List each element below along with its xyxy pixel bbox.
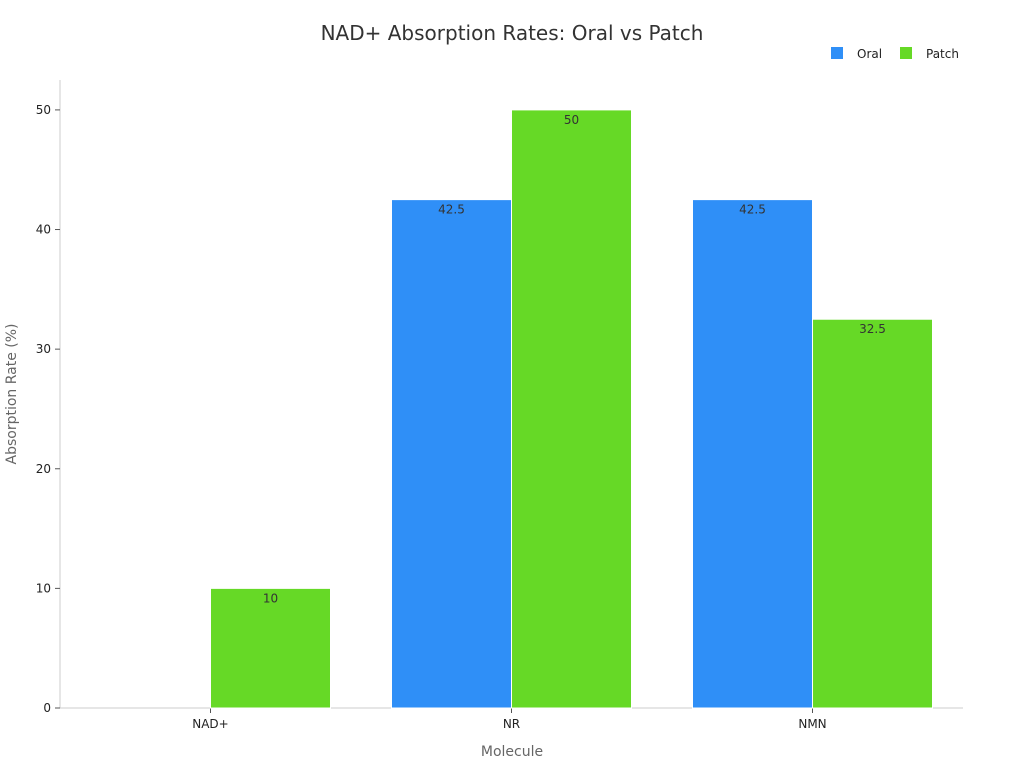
y-tick-label: 30 bbox=[36, 342, 51, 356]
bar-patch-2 bbox=[812, 318, 933, 709]
x-tick-label: NMN bbox=[798, 717, 826, 731]
y-tick-label: 50 bbox=[36, 103, 51, 117]
legend-label: Oral bbox=[857, 47, 882, 61]
data-labels: 10 42.5 50 42.5 32.5 bbox=[263, 113, 886, 605]
chart-title: NAD+ Absorption Rates: Oral vs Patch bbox=[321, 21, 704, 45]
data-label: 10 bbox=[263, 591, 278, 605]
bar-patch-0 bbox=[210, 587, 331, 709]
legend-swatch-patch bbox=[900, 47, 912, 59]
legend-swatch-oral bbox=[831, 47, 843, 59]
x-axis-ticks: NAD+ NR NMN bbox=[192, 708, 827, 731]
y-axis-ticks: 0 10 20 30 40 50 bbox=[36, 103, 60, 715]
data-label: 50 bbox=[564, 113, 579, 127]
y-axis-label: Absorption Rate (%) bbox=[4, 323, 20, 464]
x-tick-label: NAD+ bbox=[192, 717, 228, 731]
x-tick-label: NR bbox=[503, 717, 520, 731]
y-tick-label: 40 bbox=[36, 223, 51, 237]
legend: Oral Patch bbox=[831, 47, 959, 61]
data-label: 32.5 bbox=[859, 322, 886, 336]
bars bbox=[210, 109, 933, 709]
legend-label: Patch bbox=[926, 47, 959, 61]
y-tick-label: 0 bbox=[43, 701, 51, 715]
bar-oral-2 bbox=[692, 199, 813, 709]
bar-patch-1 bbox=[511, 109, 632, 709]
y-tick-label: 20 bbox=[36, 462, 51, 476]
y-tick-label: 10 bbox=[36, 581, 51, 595]
bar-oral-1 bbox=[391, 199, 512, 709]
data-label: 42.5 bbox=[438, 203, 465, 217]
data-label: 42.5 bbox=[739, 203, 766, 217]
x-axis-label: Molecule bbox=[481, 744, 543, 760]
